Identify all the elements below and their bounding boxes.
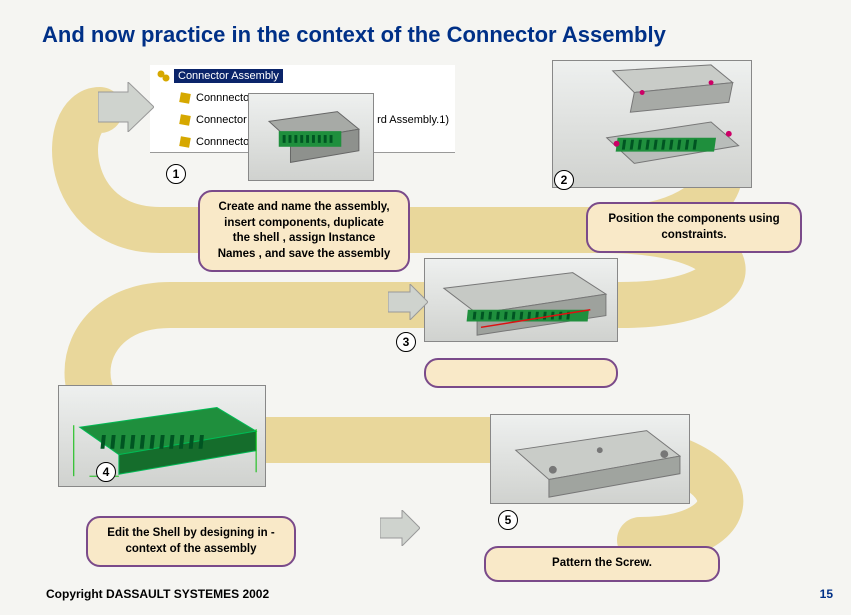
image-green-dims — [58, 385, 266, 487]
callout-5: Pattern the Screw. — [484, 546, 720, 582]
step-badge-3: 3 — [396, 332, 416, 352]
step-number: 3 — [403, 335, 410, 349]
step-number: 5 — [505, 513, 512, 527]
callout-1: Create and name the assembly, insert com… — [198, 190, 410, 272]
step-badge-5: 5 — [498, 510, 518, 530]
step-badge-4: 4 — [96, 462, 116, 482]
step-badge-2: 2 — [554, 170, 574, 190]
tree-item-label: Connnector — [196, 136, 253, 148]
tree-item-suffix: rd Assembly.1) — [377, 114, 455, 126]
tree-root-row: Connector Assembly — [150, 65, 455, 87]
callout-3 — [424, 358, 618, 388]
page-number: 15 — [820, 587, 833, 601]
page-title: And now practice in the context of the C… — [0, 0, 851, 48]
callout-text: Edit the Shell by designing in -context … — [107, 527, 274, 555]
tree-root-label: Connector Assembly — [174, 69, 283, 83]
image-shell-screws — [490, 414, 690, 504]
step-number: 4 — [103, 465, 110, 479]
image-connector-small — [248, 93, 374, 181]
callout-text: Pattern the Screw. — [552, 557, 652, 569]
part-icon — [178, 113, 192, 127]
step-number: 1 — [173, 167, 180, 181]
image-assembled — [424, 258, 618, 342]
arrow-into-tree — [98, 82, 154, 132]
assembly-icon — [156, 69, 170, 83]
arrow-step-3 — [388, 284, 428, 320]
callout-text: Create and name the assembly, insert com… — [218, 201, 391, 260]
callout-2: Position the components using constraint… — [586, 202, 802, 253]
part-icon — [178, 135, 192, 149]
callout-text: Position the components using constraint… — [608, 213, 779, 241]
arrow-step-5 — [380, 510, 420, 546]
copyright: Copyright DASSAULT SYSTEMES 2002 — [46, 587, 269, 601]
step-badge-1: 1 — [166, 164, 186, 184]
tree-item-label: Connector — [196, 114, 247, 126]
part-icon — [178, 91, 192, 105]
step-number: 2 — [561, 173, 568, 187]
callout-4: Edit the Shell by designing in -context … — [86, 516, 296, 567]
tree-item-label: Connnector — [196, 92, 253, 104]
image-exploded — [552, 60, 752, 188]
